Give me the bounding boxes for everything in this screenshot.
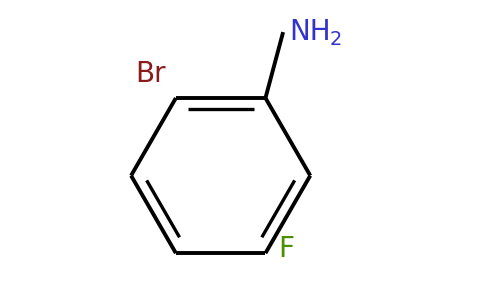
Text: Br: Br	[135, 60, 166, 88]
Text: NH: NH	[289, 18, 331, 46]
Text: 2: 2	[330, 30, 342, 49]
Text: F: F	[278, 235, 294, 263]
